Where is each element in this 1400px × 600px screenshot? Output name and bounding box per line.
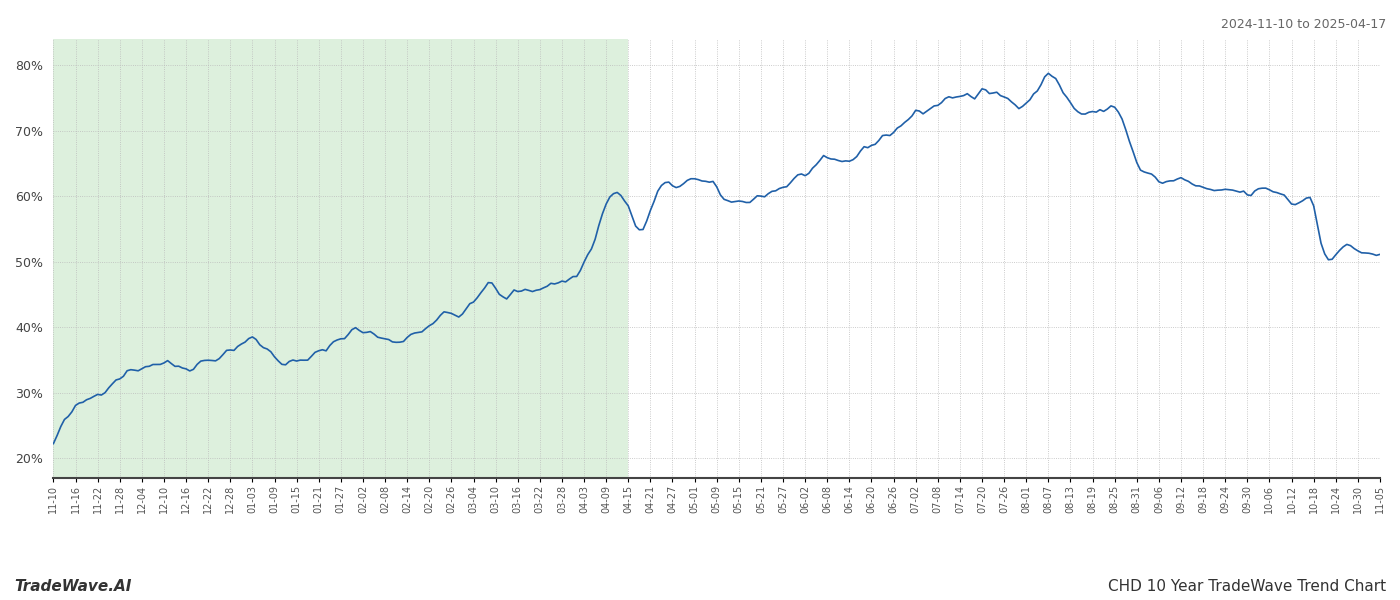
Text: 2024-11-10 to 2025-04-17: 2024-11-10 to 2025-04-17 (1221, 18, 1386, 31)
Text: TradeWave.AI: TradeWave.AI (14, 579, 132, 594)
Bar (53, 39, 629, 478)
Text: CHD 10 Year TradeWave Trend Chart: CHD 10 Year TradeWave Trend Chart (1107, 579, 1386, 594)
